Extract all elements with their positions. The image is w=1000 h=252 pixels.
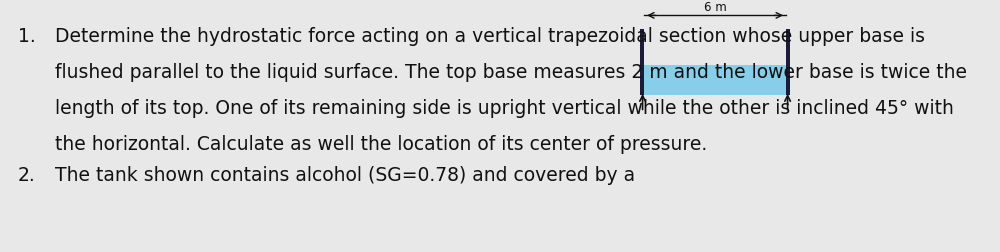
Text: the horizontal. Calculate as well the location of its center of pressure.: the horizontal. Calculate as well the lo… — [55, 135, 707, 154]
Bar — [640, 29, 644, 95]
Text: flushed parallel to the liquid surface. The top base measures 2 m and the lower : flushed parallel to the liquid surface. … — [55, 63, 967, 82]
Text: Determine the hydrostatic force acting on a vertical trapezoidal section whose u: Determine the hydrostatic force acting o… — [55, 27, 925, 46]
Text: The tank shown contains alcohol (SG=0.78) and covered by a: The tank shown contains alcohol (SG=0.78… — [55, 166, 635, 185]
Text: length of its top. One of its remaining side is upright vertical while the other: length of its top. One of its remaining … — [55, 99, 954, 118]
Text: 1.: 1. — [18, 27, 36, 46]
Bar — [786, 29, 790, 95]
Text: 2.: 2. — [18, 166, 36, 185]
Text: 6 m: 6 m — [704, 2, 726, 14]
Bar — [644, 65, 786, 95]
